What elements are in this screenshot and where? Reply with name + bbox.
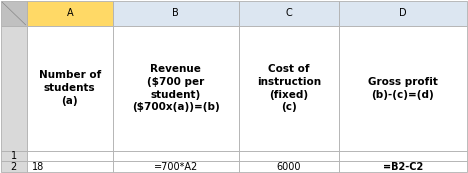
Bar: [239, 151, 339, 161]
Bar: [339, 1, 467, 26]
Bar: [239, 26, 339, 151]
Bar: [27, 151, 113, 161]
Bar: [1, 151, 27, 161]
Bar: [113, 1, 239, 26]
Bar: [1, 161, 27, 172]
Text: =700*A2: =700*A2: [154, 162, 198, 172]
Bar: [27, 161, 113, 172]
Text: D: D: [399, 8, 407, 18]
Text: 18: 18: [32, 162, 44, 172]
Text: 2: 2: [11, 162, 17, 172]
Bar: [1, 1, 27, 26]
Bar: [339, 161, 467, 172]
Text: A: A: [66, 8, 73, 18]
Bar: [239, 161, 339, 172]
Text: Cost of
instruction
(fixed)
(c): Cost of instruction (fixed) (c): [256, 64, 321, 112]
Text: 6000: 6000: [277, 162, 301, 172]
Bar: [113, 151, 239, 161]
Text: C: C: [285, 8, 292, 18]
Bar: [339, 151, 467, 161]
Bar: [1, 26, 27, 151]
Bar: [27, 26, 113, 151]
Text: 1: 1: [11, 151, 17, 161]
Text: Gross profit
(b)-(c)=(d): Gross profit (b)-(c)=(d): [368, 77, 438, 100]
Bar: [113, 161, 239, 172]
Bar: [239, 1, 339, 26]
Text: =B2-C2: =B2-C2: [383, 162, 423, 172]
Bar: [113, 26, 239, 151]
Bar: [339, 26, 467, 151]
Bar: [27, 1, 113, 26]
Text: Number of
students
(a): Number of students (a): [38, 70, 101, 106]
Text: Revenue
($700 per
student)
($700x(a))=(b): Revenue ($700 per student) ($700x(a))=(b…: [132, 64, 219, 112]
Text: B: B: [172, 8, 179, 18]
